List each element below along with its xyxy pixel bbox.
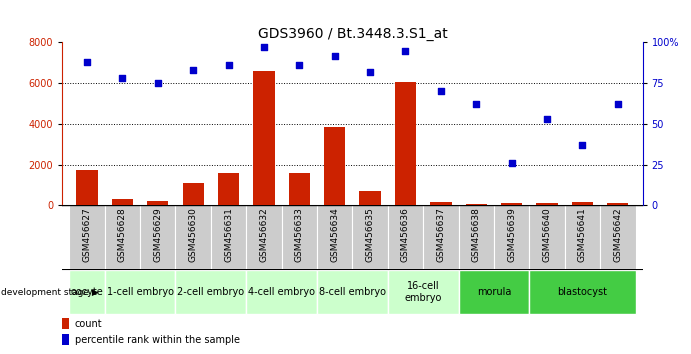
Bar [324,127,346,205]
Text: GSM456638: GSM456638 [472,207,481,262]
Bar [76,170,97,205]
Text: 8-cell embryo: 8-cell embryo [319,287,386,297]
Bar [282,205,317,269]
Bar [395,82,416,205]
Bar [388,205,423,269]
Text: GSM456631: GSM456631 [224,207,233,262]
Title: GDS3960 / Bt.3448.3.S1_at: GDS3960 / Bt.3448.3.S1_at [258,28,447,41]
Bar [62,318,69,329]
Bar [176,205,211,269]
Text: 2-cell embryo: 2-cell embryo [178,287,245,297]
Bar [430,202,451,205]
Point [471,102,482,107]
Point [542,116,553,122]
Point [258,45,269,50]
Bar [176,270,246,314]
Point [329,53,340,58]
Text: blastocyst: blastocyst [558,287,607,297]
Text: percentile rank within the sample: percentile rank within the sample [75,335,240,345]
Text: oocyte: oocyte [70,287,104,297]
Point [152,80,163,86]
Text: GSM456637: GSM456637 [437,207,446,262]
Bar [607,203,629,205]
Bar [218,173,239,205]
Text: count: count [75,319,102,329]
Text: GSM456639: GSM456639 [507,207,516,262]
Text: GSM456632: GSM456632 [259,207,268,262]
Point [365,69,376,75]
Bar [246,270,317,314]
Bar [104,270,176,314]
Text: 4-cell embryo: 4-cell embryo [248,287,315,297]
Bar [565,205,600,269]
Bar [572,202,593,205]
Bar [182,183,204,205]
Bar [317,205,352,269]
Text: morula: morula [477,287,511,297]
Text: development stage ▶: development stage ▶ [1,287,98,297]
Point [223,62,234,68]
Bar [529,270,636,314]
Text: GSM456633: GSM456633 [295,207,304,262]
Text: GSM456628: GSM456628 [118,207,127,262]
Point [188,67,199,73]
Bar [600,205,636,269]
Bar [211,205,246,269]
Bar [466,204,487,205]
Text: GSM456634: GSM456634 [330,207,339,262]
Text: GSM456640: GSM456640 [542,207,551,262]
Text: 16-cell
embryo: 16-cell embryo [404,281,442,303]
Bar [317,270,388,314]
Text: GSM456641: GSM456641 [578,207,587,262]
Bar [104,205,140,269]
Bar [112,199,133,205]
Text: 1-cell embryo: 1-cell embryo [106,287,173,297]
Point [577,142,588,148]
Point [612,102,623,107]
Point [435,88,446,94]
Bar [140,205,176,269]
Bar [423,205,459,269]
Text: GSM456642: GSM456642 [614,207,623,262]
Point [117,75,128,81]
Bar [352,205,388,269]
Text: GSM456635: GSM456635 [366,207,375,262]
Bar [62,334,69,345]
Bar [289,173,310,205]
Bar [69,205,104,269]
Bar [536,203,558,205]
Point [400,48,411,53]
Text: GSM456629: GSM456629 [153,207,162,262]
Bar [388,270,459,314]
Bar [494,205,529,269]
Text: GSM456627: GSM456627 [82,207,91,262]
Point [506,160,517,166]
Bar [147,201,169,205]
Bar [459,205,494,269]
Point [82,59,93,65]
Bar [69,270,104,314]
Bar [529,205,565,269]
Point [294,62,305,68]
Text: GSM456630: GSM456630 [189,207,198,262]
Text: GSM456636: GSM456636 [401,207,410,262]
Bar [254,71,274,205]
Bar [501,203,522,205]
Bar [246,205,282,269]
Bar [459,270,529,314]
Bar [359,191,381,205]
